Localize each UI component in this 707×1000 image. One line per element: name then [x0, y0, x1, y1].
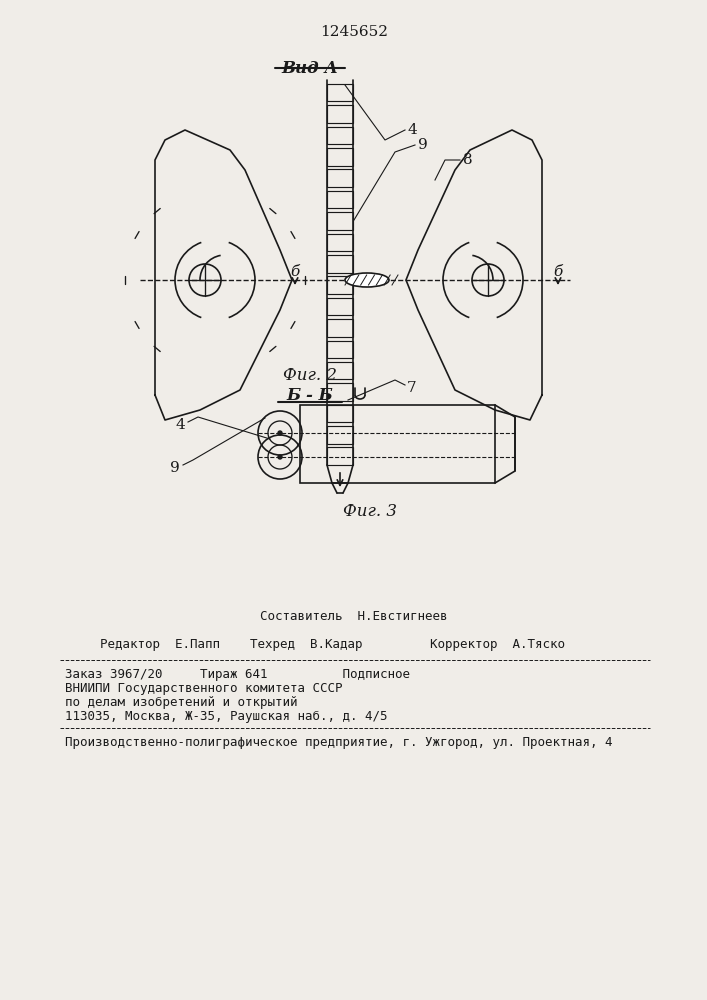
Text: по делам изобретений и открытий: по делам изобретений и открытий	[65, 696, 298, 709]
Bar	[327, 84, 353, 101]
Bar	[327, 212, 353, 230]
Text: 1245652: 1245652	[320, 25, 388, 39]
Text: Заказ 3967/20     Тираж 641          Подписное: Заказ 3967/20 Тираж 641 Подписное	[65, 668, 410, 681]
Bar	[327, 383, 353, 401]
Text: б: б	[554, 265, 563, 279]
Text: 4: 4	[175, 418, 185, 432]
Text: Б - Б: Б - Б	[286, 386, 334, 403]
Text: Производственно-полиграфическое предприятие, г. Ужгород, ул. Проектная, 4: Производственно-полиграфическое предприя…	[65, 736, 612, 749]
Bar	[327, 127, 353, 144]
Bar	[327, 105, 353, 123]
Bar	[327, 276, 353, 294]
Text: б: б	[291, 265, 300, 279]
Bar	[327, 447, 353, 465]
Bar	[327, 362, 353, 379]
Text: Фиг. 2: Фиг. 2	[283, 366, 337, 383]
Bar	[327, 426, 353, 444]
Text: Редактор  Е.Папп    Техред  В.Кадар         Корректор  А.Тяско: Редактор Е.Папп Техред В.Кадар Корректор…	[100, 638, 565, 651]
Text: Фиг. 3: Фиг. 3	[343, 504, 397, 520]
Bar	[327, 234, 353, 251]
Text: 9: 9	[170, 461, 180, 475]
Text: 4: 4	[408, 123, 418, 137]
Bar	[327, 148, 353, 166]
Bar	[327, 169, 353, 187]
Ellipse shape	[345, 273, 389, 287]
Text: Составитель  Н.Евстигнеев: Составитель Н.Евстигнеев	[260, 610, 448, 623]
Text: 8: 8	[463, 153, 472, 167]
Bar	[327, 405, 353, 422]
Text: 9: 9	[418, 138, 428, 152]
Bar	[327, 319, 353, 337]
Bar	[327, 191, 353, 208]
Bar	[327, 255, 353, 272]
Bar	[300, 405, 495, 483]
Text: Вид А: Вид А	[281, 60, 339, 77]
Bar	[327, 341, 353, 358]
Bar	[327, 298, 353, 315]
Circle shape	[278, 455, 282, 459]
Text: ВНИИПИ Государственного комитета СССР: ВНИИПИ Государственного комитета СССР	[65, 682, 342, 695]
Text: 7: 7	[407, 381, 416, 395]
Text: 113035, Москва, Ж-35, Раушская наб., д. 4/5: 113035, Москва, Ж-35, Раушская наб., д. …	[65, 710, 387, 723]
Circle shape	[278, 431, 282, 435]
